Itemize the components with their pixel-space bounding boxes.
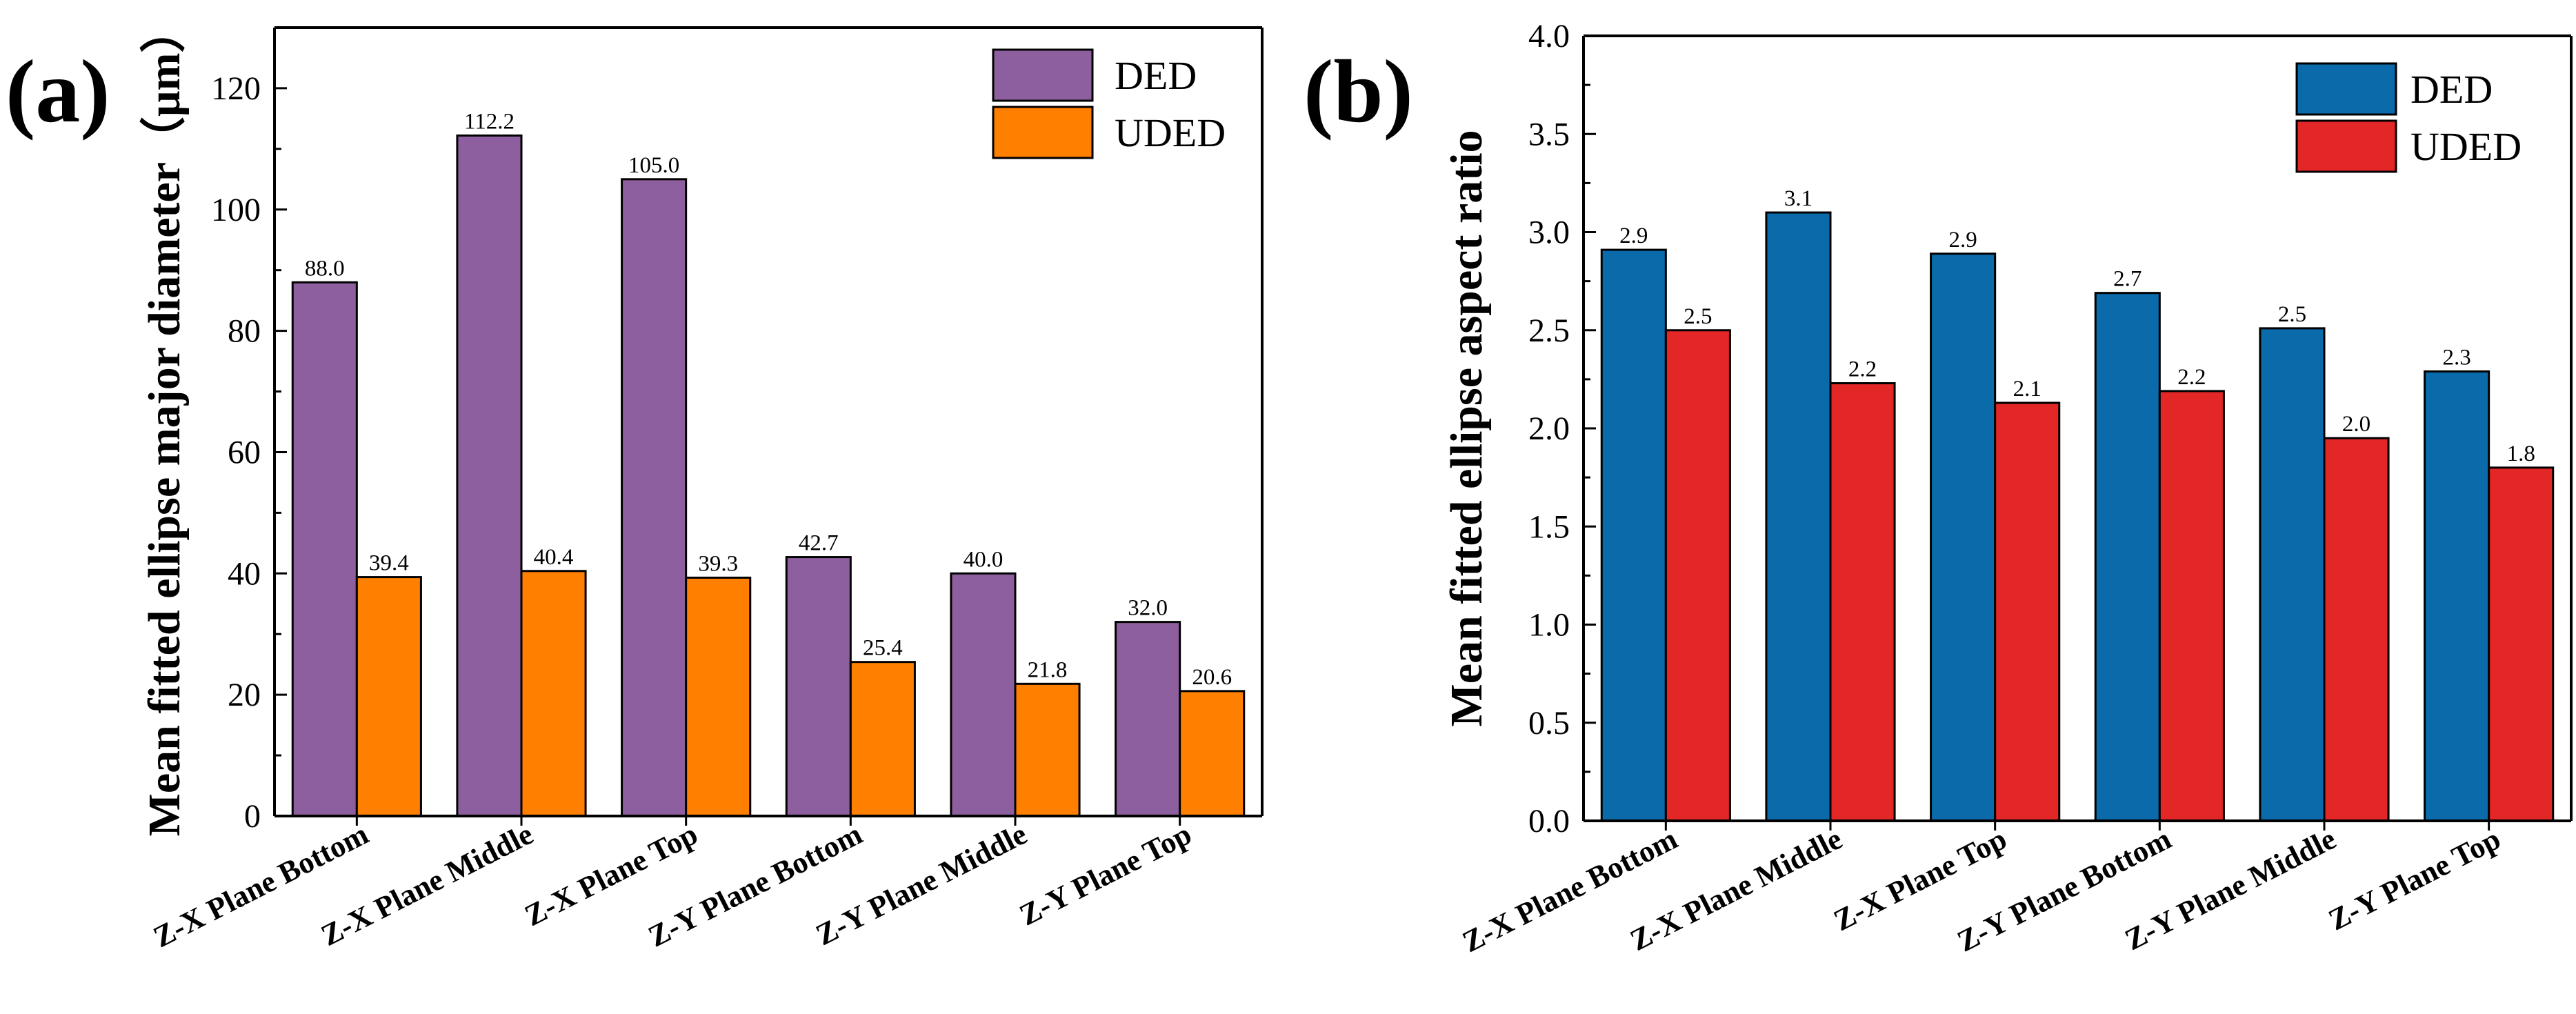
y-tick-label: 20 xyxy=(228,677,261,713)
y-tick-label: 1.5 xyxy=(1528,508,1570,545)
data-label-ded-1: 3.1 xyxy=(1784,186,1813,211)
bar-uded-2 xyxy=(1994,401,2061,822)
data-label-ded-0: 2.9 xyxy=(1619,223,1648,248)
data-label-uded-1: 40.4 xyxy=(534,545,574,570)
bar-ded-2 xyxy=(1930,252,1997,822)
data-label-uded-5: 1.8 xyxy=(2507,441,2535,466)
bar-uded-3 xyxy=(849,661,916,817)
bar-ded-1 xyxy=(456,135,523,817)
bar-ded-5 xyxy=(1115,621,1181,817)
bar-uded-3 xyxy=(2158,390,2225,822)
bar-ded-2 xyxy=(621,178,688,817)
x-tick-label: Z-Y Plane Top xyxy=(1014,817,1197,932)
bar-uded-1 xyxy=(520,570,587,817)
bar-ded-0 xyxy=(1600,248,1667,822)
bar-uded-0 xyxy=(355,576,422,817)
chart-panel-a: (a) Mean fitted ellipse major diameter（μm… xyxy=(6,8,1264,954)
x-tick-label: Z-Y Plane Top xyxy=(2323,822,2506,937)
data-label-ded-5: 32.0 xyxy=(1128,596,1168,621)
legend-swatch-ded xyxy=(2295,62,2397,116)
bar-ded-4 xyxy=(2259,327,2326,822)
bar-uded-4 xyxy=(1014,682,1081,817)
y-tick-label: 2.5 xyxy=(1528,312,1570,349)
legend: DED UDED xyxy=(992,48,1226,159)
data-label-ded-2: 105.0 xyxy=(628,153,679,178)
data-label-uded-2: 2.1 xyxy=(2013,377,2041,401)
y-tick-label: 80 xyxy=(228,313,261,350)
y-tick-label: 4.0 xyxy=(1528,18,1570,54)
legend-swatch-uded xyxy=(992,106,1094,159)
y-tick-label: 3.5 xyxy=(1528,116,1570,152)
data-label-uded-5: 20.6 xyxy=(1192,665,1232,690)
bar-ded-0 xyxy=(291,281,358,817)
data-label-ded-4: 40.0 xyxy=(963,547,1004,572)
data-label-ded-3: 42.7 xyxy=(799,531,839,556)
y-tick-label: 0.5 xyxy=(1528,705,1570,742)
bar-ded-3 xyxy=(2094,292,2161,822)
legend: DED UDED xyxy=(2295,62,2522,173)
y-tick-label: 60 xyxy=(228,434,261,470)
legend-label-uded: UDED xyxy=(2410,124,2522,169)
y-tick-label: 3.0 xyxy=(1528,215,1570,251)
y-tick-label: 1.0 xyxy=(1528,607,1570,644)
legend-swatch-uded xyxy=(2295,119,2397,173)
bar-uded-1 xyxy=(1829,382,1896,822)
bar-uded-5 xyxy=(1179,690,1246,817)
data-label-uded-2: 39.3 xyxy=(698,551,738,576)
bar-ded-1 xyxy=(1765,211,1832,822)
legend-swatch-ded xyxy=(992,48,1094,102)
data-label-uded-0: 39.4 xyxy=(369,551,409,576)
bar-uded-4 xyxy=(2323,437,2390,822)
y-tick-label: 40 xyxy=(228,555,261,592)
bar-ded-4 xyxy=(950,572,1017,817)
data-label-ded-3: 2.7 xyxy=(2113,267,2141,292)
bar-uded-2 xyxy=(685,576,752,817)
data-label-ded-5: 2.3 xyxy=(2443,345,2471,370)
bar-uded-5 xyxy=(2488,466,2555,822)
y-tick-label: 100 xyxy=(211,192,261,228)
data-label-uded-4: 21.8 xyxy=(1028,657,1068,682)
data-label-ded-1: 112.2 xyxy=(464,110,515,135)
bar-ded-5 xyxy=(2424,370,2490,822)
legend-label-ded: DED xyxy=(1115,53,1197,98)
data-label-uded-1: 2.2 xyxy=(1848,357,1877,382)
data-label-uded-4: 2.0 xyxy=(2342,412,2370,437)
y-axis-title: Mean fitted ellipse major diameter（μm） xyxy=(139,8,190,837)
y-tick-label: 120 xyxy=(211,70,261,107)
data-label-ded-2: 2.9 xyxy=(1949,228,1977,252)
y-tick-label: 0 xyxy=(244,798,261,835)
legend-label-uded: UDED xyxy=(1115,110,1226,155)
y-tick-label: 0.0 xyxy=(1528,803,1570,839)
chart-panel-b: (b) Mean fitted ellipse aspect ratio 2.9 2.… xyxy=(1304,18,2573,959)
panel-label: (b) xyxy=(1304,42,1413,141)
data-label-uded-3: 25.4 xyxy=(863,636,903,661)
panel-label: (a) xyxy=(6,42,110,141)
bar-ded-3 xyxy=(785,556,852,817)
y-tick-label: 2.0 xyxy=(1528,410,1570,447)
data-label-uded-3: 2.2 xyxy=(2177,365,2206,390)
bar-uded-0 xyxy=(1664,329,1731,822)
y-axis-title: Mean fitted ellipse aspect ratio xyxy=(1441,130,1492,726)
data-label-ded-0: 88.0 xyxy=(305,256,345,281)
legend-label-ded: DED xyxy=(2410,67,2493,112)
data-label-ded-4: 2.5 xyxy=(2278,302,2306,327)
data-label-uded-0: 2.5 xyxy=(1684,304,1712,329)
